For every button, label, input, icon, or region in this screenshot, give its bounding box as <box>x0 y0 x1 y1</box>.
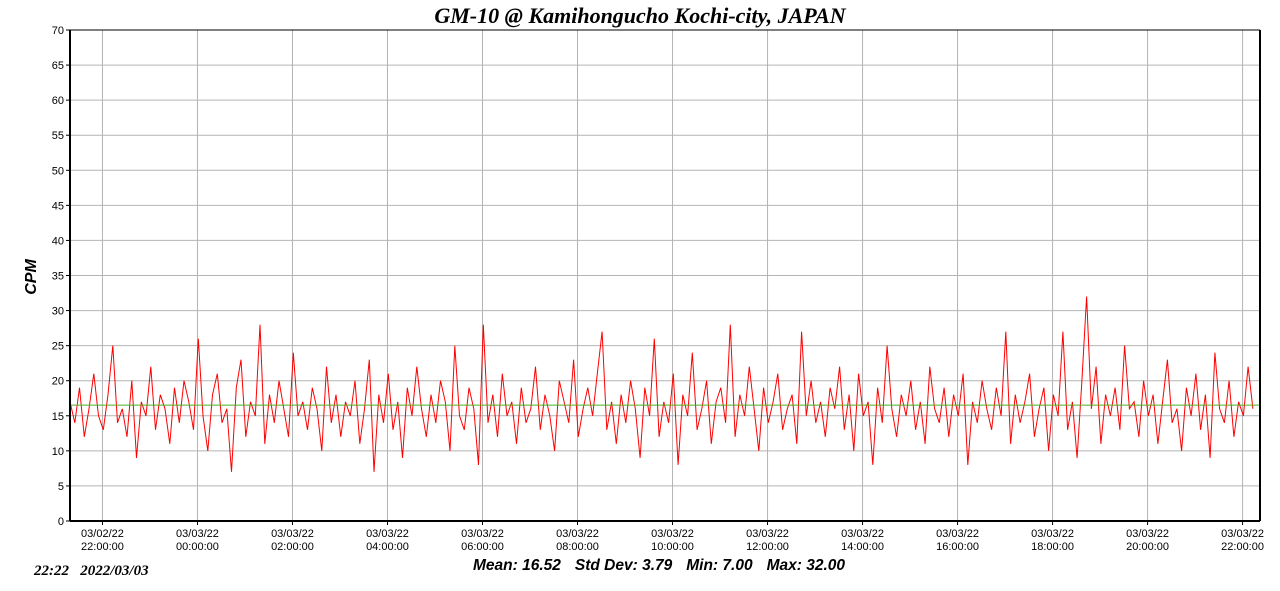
cpm-series-line <box>69 296 1254 472</box>
x-tick-time: 14:00:00 <box>841 541 884 553</box>
y-tick-label: 65 <box>52 60 64 72</box>
y-tick-label: 15 <box>52 411 64 423</box>
y-tick-label: 50 <box>52 165 64 177</box>
x-tick-time: 16:00:00 <box>936 541 979 553</box>
x-tick-time: 08:00:00 <box>556 541 599 553</box>
x-tick-time: 12:00:00 <box>746 541 789 553</box>
stat-mean: Mean: 16.52 <box>473 557 561 574</box>
x-tick-time: 04:00:00 <box>366 541 409 553</box>
x-tick-date: 03/03/22 <box>271 528 314 540</box>
x-tick-date: 03/03/22 <box>366 528 409 540</box>
y-tick-label: 40 <box>52 235 64 247</box>
y-tick-label: 0 <box>58 516 64 528</box>
x-tick-date: 03/03/22 <box>936 528 979 540</box>
y-tick-label: 70 <box>52 25 64 37</box>
x-tick-time: 10:00:00 <box>651 541 694 553</box>
y-tick-label: 5 <box>58 481 64 493</box>
y-tick-label: 30 <box>52 306 64 318</box>
y-tick-label: 10 <box>52 446 64 458</box>
x-tick-date: 03/03/22 <box>1031 528 1074 540</box>
x-tick-date: 03/03/22 <box>176 528 219 540</box>
x-tick-date: 03/03/22 <box>841 528 884 540</box>
y-tick-label: 25 <box>52 341 64 353</box>
stats-summary: Mean: 16.52 Std Dev: 3.79 Min: 7.00 Max: 32… <box>473 557 859 575</box>
x-tick-time: 22:00:00 <box>1221 541 1264 553</box>
x-tick-time: 20:00:00 <box>1126 541 1169 553</box>
x-tick-date: 03/03/22 <box>556 528 599 540</box>
x-tick-date: 03/03/22 <box>461 528 504 540</box>
x-tick-date: 03/03/22 <box>1221 528 1264 540</box>
stat-max: Max: 32.00 <box>766 557 845 574</box>
x-tick-date: 03/02/22 <box>81 528 124 540</box>
x-tick-date: 03/03/22 <box>1126 528 1169 540</box>
y-tick-label: 45 <box>52 200 64 212</box>
x-tick-time: 22:00:00 <box>81 541 124 553</box>
y-tick-label: 55 <box>52 130 64 142</box>
stat-std-dev: Std Dev: 3.79 <box>574 557 673 574</box>
x-tick-date: 03/03/22 <box>651 528 694 540</box>
footer-date: 2022/03/03 <box>80 563 149 579</box>
chart-title: GM-10 @ Kamihongucho Kochi-city, JAPAN <box>434 3 846 28</box>
x-tick-time: 02:00:00 <box>271 541 314 553</box>
y-tick-label: 35 <box>52 271 64 283</box>
x-tick-time: 00:00:00 <box>176 541 219 553</box>
y-tick-label: 20 <box>52 376 64 388</box>
x-tick-date: 03/03/22 <box>746 528 789 540</box>
stat-min: Min: 7.00 <box>686 557 753 574</box>
x-tick-time: 18:00:00 <box>1031 541 1074 553</box>
footer-timestamp: 22:22 2022/03/03 <box>34 563 149 580</box>
x-tick-time: 06:00:00 <box>461 541 504 553</box>
footer-time: 22:22 <box>34 563 69 579</box>
y-tick-label: 60 <box>52 95 64 107</box>
